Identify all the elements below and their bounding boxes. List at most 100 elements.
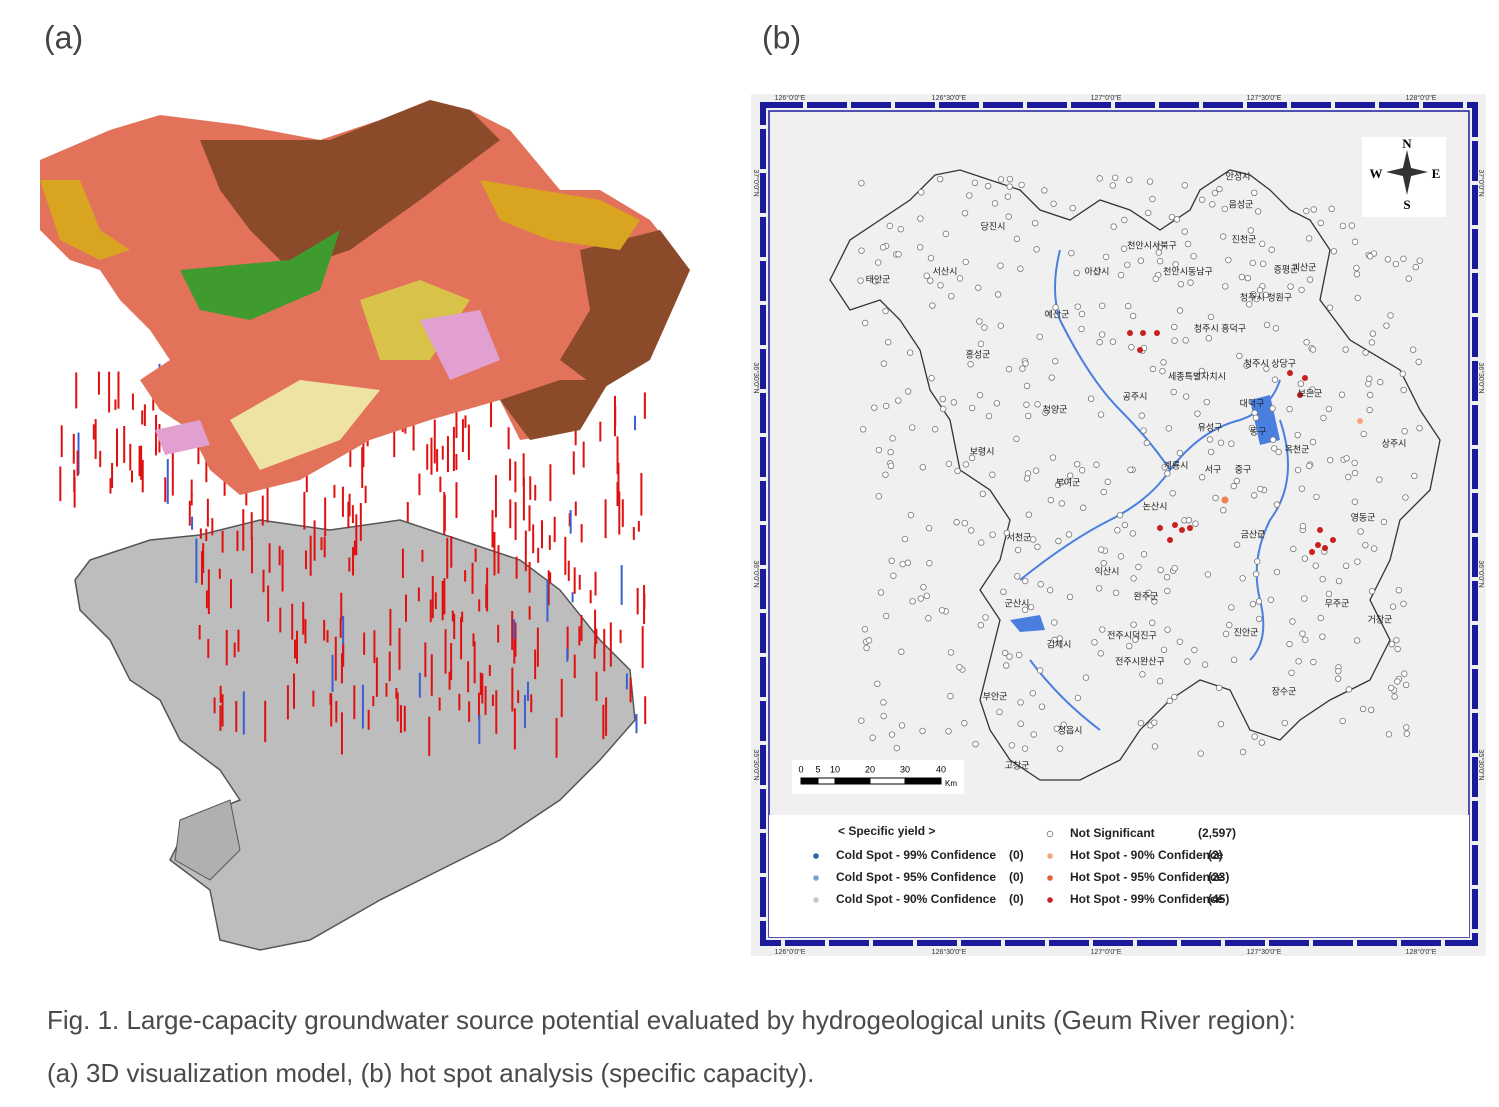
well-point (984, 182, 992, 190)
well-point (890, 572, 897, 579)
well-point (1022, 360, 1029, 367)
hot-point (1140, 330, 1146, 336)
well-point (1025, 511, 1033, 518)
place-label: 대덕구 (1240, 398, 1265, 408)
scale-segment (800, 777, 819, 785)
well-point (1038, 703, 1046, 710)
well-point (880, 712, 887, 720)
well-point (1140, 427, 1147, 434)
well-point (1099, 302, 1106, 309)
well-point (1182, 393, 1190, 400)
coordinate-label: 37°0'0"N (752, 169, 760, 196)
well-point (968, 527, 975, 534)
well-point (1138, 412, 1145, 419)
well-point (1078, 467, 1086, 474)
well-point (1197, 750, 1204, 757)
hot-point (1309, 549, 1315, 555)
well-point (936, 175, 944, 183)
well-point (1269, 436, 1277, 443)
well-point (1114, 527, 1121, 534)
well-point (1394, 645, 1401, 653)
well-point (1354, 294, 1361, 302)
well-point (1121, 521, 1129, 529)
hot-point (1287, 370, 1293, 376)
well-point (1013, 435, 1020, 443)
coordinate-label: 35°30'0"N (1477, 749, 1485, 780)
well-point (1244, 274, 1252, 282)
well-point (880, 699, 887, 706)
legend-label: Hot Spot - 90% Confidence (1070, 848, 1224, 862)
well-point (1170, 388, 1177, 396)
place-label: 서구 (1205, 464, 1222, 474)
well-point (1132, 636, 1139, 643)
well-point (882, 307, 889, 315)
well-point (874, 680, 881, 688)
well-point (1003, 662, 1010, 669)
place-label: 진천군 (1232, 234, 1257, 244)
well-point (875, 493, 883, 500)
well-point (886, 222, 893, 230)
place-label: 안성시 (1226, 171, 1251, 181)
well-point (1399, 370, 1406, 378)
well-point (1301, 595, 1308, 602)
well-point (1338, 391, 1346, 398)
well-point (1017, 699, 1024, 706)
coordinate-label: 126°30'0"E (932, 948, 967, 956)
well-point (1391, 693, 1398, 700)
well-point (966, 192, 973, 199)
place-label: 상주시 (1382, 438, 1407, 448)
well-point (923, 592, 931, 600)
place-label: 부여군 (1056, 476, 1081, 487)
well-point (1164, 470, 1171, 477)
well-point (1015, 651, 1023, 659)
well-point (1073, 269, 1080, 277)
well-point (1207, 448, 1215, 456)
well-point (1104, 478, 1111, 486)
well-point (978, 539, 985, 546)
well-point (968, 454, 976, 462)
well-point (860, 426, 867, 433)
place-label: 동구 (1250, 426, 1267, 436)
well-point (1273, 568, 1281, 576)
scale-label: 40 (936, 764, 946, 774)
well-point (954, 467, 961, 475)
well-point (1294, 466, 1302, 474)
well-point (939, 395, 946, 403)
well-point (1032, 467, 1040, 474)
well-point (1401, 670, 1408, 677)
scale-segment (904, 777, 942, 785)
well-point (1109, 338, 1117, 345)
well-point (1281, 719, 1288, 727)
well-point (1185, 516, 1193, 524)
well-point (956, 275, 964, 282)
compass-e: E (1432, 166, 1441, 181)
well-point (1335, 577, 1343, 585)
well-point (1259, 240, 1266, 248)
well-point (919, 463, 927, 471)
well-point (1357, 528, 1364, 535)
well-point (1151, 719, 1158, 726)
well-point (1226, 621, 1233, 629)
well-point (1305, 235, 1313, 242)
well-point (907, 511, 915, 519)
place-label: 김제시 (1047, 638, 1072, 649)
well-point (1004, 193, 1012, 200)
well-point (1221, 205, 1228, 213)
well-point (874, 259, 882, 266)
well-point (1161, 464, 1168, 471)
well-point (1052, 304, 1059, 311)
well-point (1166, 697, 1173, 705)
well-point (997, 322, 1004, 329)
scale-label: 20 (865, 764, 875, 774)
place-label: 정읍시 (1058, 725, 1083, 735)
well-point (1239, 748, 1247, 756)
legend-swatch (813, 875, 819, 881)
well-point (1198, 196, 1206, 203)
well-point (1027, 603, 1035, 611)
scale-box (792, 760, 964, 794)
well-point (1320, 414, 1327, 422)
well-point (929, 302, 936, 309)
well-point (1400, 600, 1407, 607)
well-points (857, 174, 1423, 757)
well-point (1100, 560, 1107, 567)
